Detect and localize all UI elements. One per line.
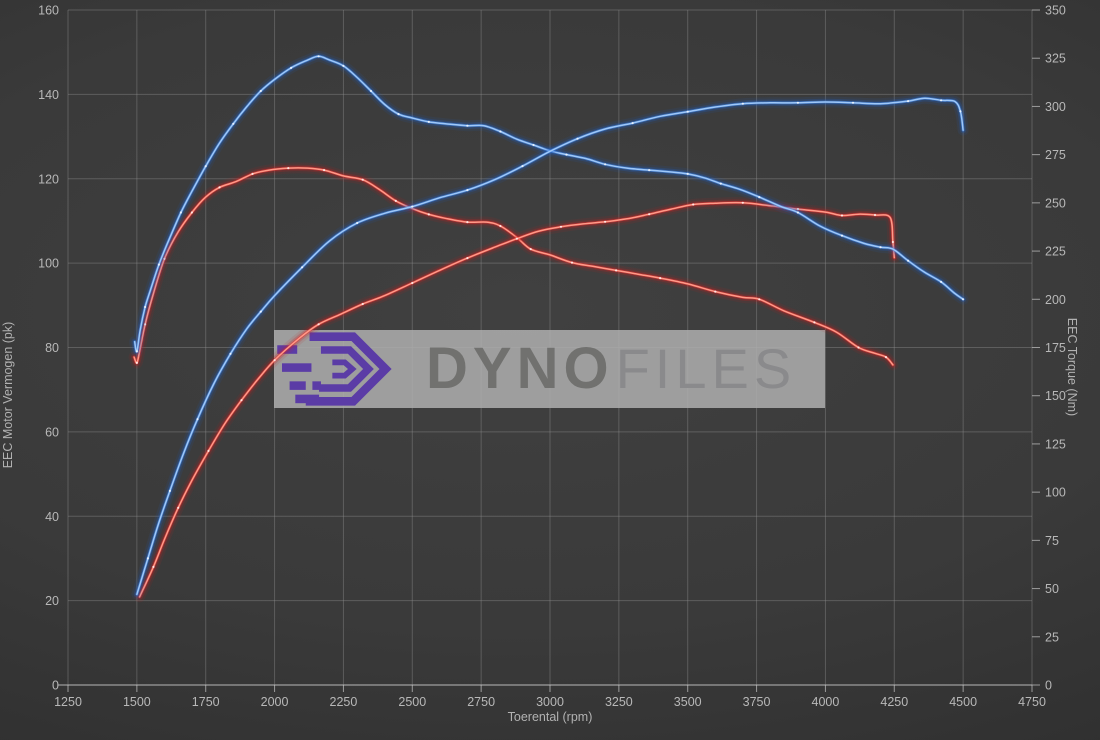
axis-tick-label: 225 <box>1045 245 1066 259</box>
axis-tick-label: 100 <box>38 257 59 271</box>
tick-marks <box>67 9 1040 692</box>
axis-tick-label: 1250 <box>54 695 82 709</box>
right-axis-title: EEC Torque (Nm) <box>1065 317 1079 417</box>
watermark: DYNO FILES <box>274 330 825 408</box>
axis-tick-label: 2000 <box>261 695 289 709</box>
axis-tick-label: 200 <box>1045 293 1066 307</box>
axis-tick-label: 40 <box>45 510 59 524</box>
brand-text-files: FILES <box>615 337 797 400</box>
axis-tick-label: 1750 <box>192 695 220 709</box>
axis-tick-label: 4750 <box>1018 695 1046 709</box>
axis-tick-label: 150 <box>1045 389 1066 403</box>
axis-tick-label: 50 <box>1045 582 1059 596</box>
axis-tick-label: 140 <box>38 88 59 102</box>
brand-text-dyno: DYNO <box>426 336 614 401</box>
axis-tick-label: 0 <box>52 679 59 693</box>
x-axis-title: Toerental (rpm) <box>507 710 593 724</box>
axis-tick-label: 4000 <box>812 695 840 709</box>
axis-tick-label: 3500 <box>674 695 702 709</box>
axis-tick-label: 350 <box>1045 4 1066 18</box>
watermark-brand: DYNO FILES <box>426 340 796 398</box>
axis-tick-label: 2250 <box>330 695 358 709</box>
axis-tick-label: 120 <box>38 172 59 186</box>
axis-tick-label: 3750 <box>743 695 771 709</box>
axis-tick-label: 3000 <box>536 695 564 709</box>
axis-tick-label: 160 <box>38 4 59 18</box>
dynofiles-logo-icon <box>277 332 392 406</box>
axis-tick-label: 275 <box>1045 148 1066 162</box>
axis-tick-label: 1500 <box>123 695 151 709</box>
axis-tick-label: 3250 <box>605 695 633 709</box>
axis-tick-label: 80 <box>45 341 59 355</box>
axis-tick-label: 0 <box>1045 679 1052 693</box>
axis-tick-label: 325 <box>1045 52 1066 66</box>
axis-tick-labels: 1250 1500 1750 2000 2250 2500 2750 3000 3250 3500… <box>38 4 1066 710</box>
axis-tick-label: 20 <box>45 594 59 608</box>
axis-tick-label: 2500 <box>398 695 426 709</box>
axis-tick-label: 300 <box>1045 100 1066 114</box>
axis-tick-label: 4500 <box>949 695 977 709</box>
axis-tick-label: 250 <box>1045 196 1066 210</box>
axis-tick-label: 125 <box>1045 437 1066 451</box>
axis-tick-label: 175 <box>1045 341 1066 355</box>
axis-tick-label: 100 <box>1045 486 1066 500</box>
axis-tick-label: 75 <box>1045 534 1059 548</box>
axis-tick-label: 2750 <box>467 695 495 709</box>
axis-tick-label: 4250 <box>880 695 908 709</box>
left-axis-title: EEC Motor Vermogen (pk) <box>1 321 15 469</box>
axis-tick-label: 25 <box>1045 630 1059 644</box>
axis-tick-label: 60 <box>45 425 59 439</box>
